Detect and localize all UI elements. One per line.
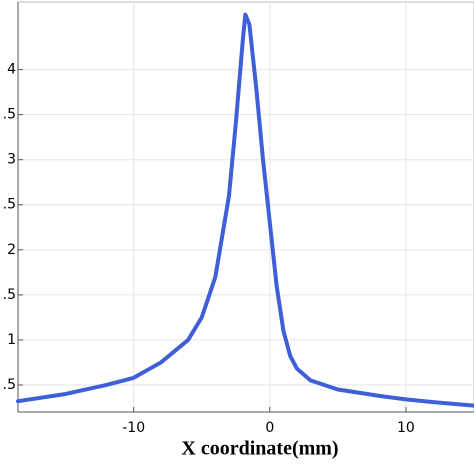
line — [16, 12, 474, 408]
y-tick-label: 3 — [7, 152, 16, 168]
y-tick-label: .5 — [3, 287, 16, 303]
y-tick-label: .5 — [3, 377, 16, 393]
x-tick-label: 10 — [397, 420, 415, 436]
y-tick-label: .5 — [3, 107, 16, 123]
y-tick-label: 4 — [7, 62, 16, 78]
x-axis-label: X coordinate(mm) — [181, 438, 338, 460]
plot-area — [17, 1, 474, 413]
y-tick-label: 2 — [7, 242, 16, 258]
x-tick-label: 0 — [265, 420, 274, 436]
y-tick-label: 1 — [7, 332, 16, 348]
x-tick-label: -10 — [122, 420, 145, 436]
y-tick-label: .5 — [3, 197, 16, 213]
